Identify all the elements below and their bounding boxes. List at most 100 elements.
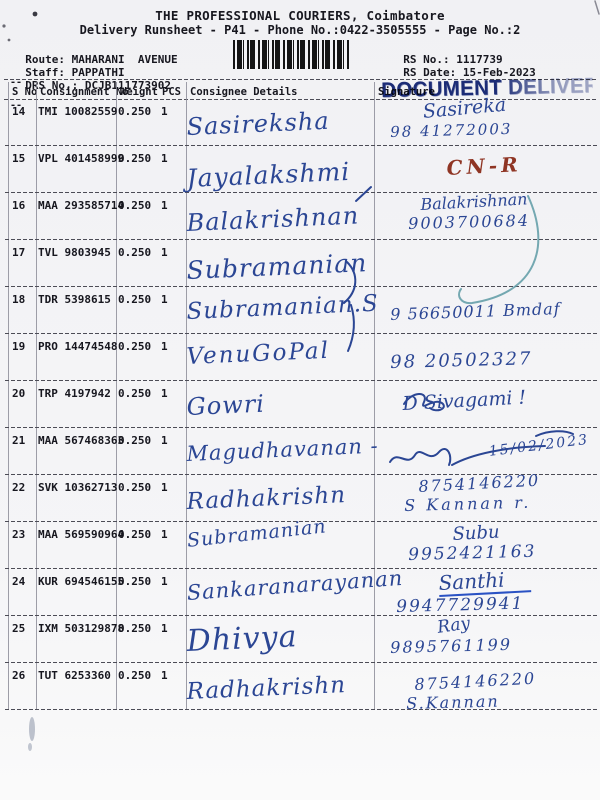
table-rule (186, 82, 187, 710)
row-weight: 0.250 (118, 246, 152, 259)
row-pcs: 1 (161, 622, 168, 635)
col-header-signature: Signature (378, 86, 435, 98)
table-row: 14 TMI 10082559 0.250 1 Sasireksha Sasir… (5, 94, 597, 146)
row-signature-area: Sasireka 98 41272003 (376, 94, 592, 141)
row-pcs: 1 (161, 575, 168, 588)
rs-date-label: RS Date: (403, 66, 457, 79)
signature-scribble: Ray (436, 613, 472, 638)
col-header-consignee: Consignee Details (190, 86, 298, 98)
row-pcs: 1 (161, 293, 168, 306)
row-consignment-no: VPL 401458999 (38, 152, 125, 165)
drs-line: DRS No.: DCJB111773902 (12, 66, 171, 92)
row-consignee-handwritten: Radhakrishn (186, 672, 347, 705)
row-serial-no: 20 (12, 387, 26, 400)
row-consignment-no: MAA 567468363 (38, 434, 125, 447)
divider (4, 99, 596, 100)
row-pcs: 1 (161, 152, 168, 165)
company-name: THE PROFESSIONAL COURIERS, Coimbatore (155, 8, 445, 23)
signature-scribble: 8754146220 (414, 668, 537, 694)
row-consignment-no: KUR 694546155 (38, 575, 125, 588)
drs-value: DCJB111773902 (84, 79, 171, 92)
row-pcs: 1 (161, 246, 168, 259)
staff-label: Staff: (25, 66, 65, 79)
row-serial-no: 17 (12, 246, 26, 259)
row-signature-area: CN-R (376, 148, 592, 180)
row-consignment-no: TUT 6253360 (38, 669, 111, 682)
row-signature-area: 9 56650011 Bmdaf (376, 289, 592, 324)
row-consignment-no: MAA 569590964 (38, 528, 125, 541)
signature-scribble: Subu (452, 521, 501, 545)
table-row: 16 MAA 293585714 0.250 1 Balakrishnan Ba… (5, 189, 597, 240)
row-consignment-no: TRP 4197942 (38, 387, 111, 400)
row-pcs: 1 (161, 340, 168, 353)
row-weight: 0.250 (118, 105, 152, 118)
row-consignee-handwritten: Gowri (186, 389, 266, 421)
row-serial-no: 15 (12, 152, 26, 165)
row-serial-no: 21 (12, 434, 26, 447)
row-serial-no: 19 (12, 340, 26, 353)
row-weight: 0.250 (118, 481, 152, 494)
table-rule (116, 82, 117, 710)
row-consignment-no: PRO 14474548 (38, 340, 118, 353)
row-weight: 0.250 (118, 199, 152, 212)
row-pcs: 1 (161, 528, 168, 541)
row-consignment-no: SVK 10362713 (38, 481, 118, 494)
col-header-weight: Weight (120, 86, 158, 98)
row-consignee-handwritten: Sasireksha (186, 106, 331, 141)
print-artifact-dashes: -- (10, 100, 23, 111)
signature-phone-line: 9 56650011 Bmdaf (390, 299, 561, 324)
staff-value: PAPPATHI (71, 66, 125, 79)
row-pcs: 1 (161, 434, 168, 447)
runsheet-title: Delivery Runsheet - P41 - Phone No.:0422… (79, 23, 521, 37)
row-signature-area: 15/02/2023 (376, 430, 592, 460)
row-signature-area: Ray 9895761199 (376, 613, 592, 657)
row-signature-area: D Sivagami ! (376, 383, 592, 415)
table-row: 17 TVL 9803945 0.250 1 Subramanian (5, 240, 597, 287)
table-row: 23 MAA 569590964 0.250 1 Subramanian Sub… (5, 515, 597, 569)
row-serial-no: 25 (12, 622, 26, 635)
row-weight: 0.250 (118, 528, 152, 541)
rs-no-line: RS No.: 1117739 (390, 40, 502, 66)
route-line: Route: MAHARANI AVENUE (12, 40, 177, 66)
table-row: 15 VPL 401458999 0.250 1 Jayalakshmi CN-… (5, 146, 597, 193)
row-consignee-handwritten: Balakrishnan (186, 201, 360, 237)
ink-smudge (29, 717, 35, 741)
route-label: Route: (25, 53, 65, 66)
row-weight: 0.250 (118, 340, 152, 353)
row-consignment-no: TDR 5398615 (38, 293, 111, 306)
row-serial-no: 14 (12, 105, 26, 118)
signature-phone-line: S Kannan r. (404, 492, 532, 515)
signature-scribble: Sasireka (422, 93, 507, 123)
row-pcs: 1 (161, 669, 168, 682)
row-weight: 0.250 (118, 152, 152, 165)
row-consignee-handwritten: VenuGoPal (186, 337, 331, 370)
col-header-pcs: PCS (162, 86, 181, 98)
row-consignee-handwritten: Subramanian.S (186, 290, 380, 325)
col-header-consignment: Consignment No (40, 86, 129, 98)
col-header-sno: S No (12, 86, 38, 98)
signature-phone-line: 15/02/2023 (488, 431, 590, 460)
table-row: 21 MAA 567468363 0.250 1 Magudhavanan - … (5, 428, 597, 475)
table-row: 18 TDR 5398615 0.250 1 Subramanian.S 9 5… (5, 287, 597, 334)
row-consignee-handwritten: Jayalakshmi (186, 156, 351, 193)
row-serial-no: 16 (12, 199, 26, 212)
row-pcs: 1 (161, 481, 168, 494)
table-row: 24 KUR 694546155 0.250 1 Sankaranarayana… (5, 566, 597, 617)
signature-phone-line: 9952421163 (408, 541, 537, 565)
row-consignment-no: MAA 293585714 (38, 199, 125, 212)
row-signature-area: Balakrishnan 9003700684 (376, 189, 592, 233)
signature-phone-line: 9895761199 (390, 634, 513, 657)
row-consignment-no: TVL 9803945 (38, 246, 111, 259)
signature-scribble: D Sivagami ! (402, 386, 527, 415)
table-row: 26 TUT 6253360 0.250 1 Radhakrishn 87541… (5, 663, 597, 713)
table-rule (374, 82, 375, 710)
table-rule (8, 82, 9, 710)
row-weight: 0.250 (118, 622, 152, 635)
row-consignee-handwritten: Dhivya (186, 619, 299, 659)
row-serial-no: 23 (12, 528, 26, 541)
row-weight: 0.250 (118, 387, 152, 400)
row-pcs: 1 (161, 199, 168, 212)
row-serial-no: 18 (12, 293, 26, 306)
row-serial-no: 22 (12, 481, 26, 494)
